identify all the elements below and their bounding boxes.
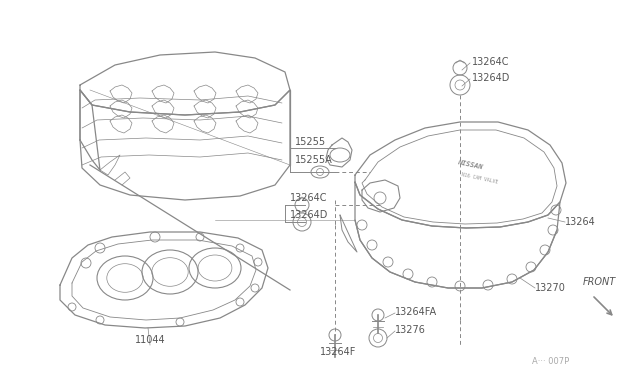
Text: 13264D: 13264D: [472, 73, 510, 83]
Text: 13264D: 13264D: [290, 210, 328, 220]
Text: 11044: 11044: [134, 335, 165, 345]
Text: 13264C: 13264C: [472, 57, 509, 67]
Text: 13264C: 13264C: [290, 193, 328, 203]
Text: 15255A: 15255A: [295, 155, 333, 165]
Text: 13264F: 13264F: [320, 347, 356, 357]
Text: 13264: 13264: [565, 217, 596, 227]
Text: N16 CAM VALVE: N16 CAM VALVE: [461, 171, 499, 185]
Text: A··· 007P: A··· 007P: [532, 357, 569, 366]
Text: 13264FA: 13264FA: [395, 307, 437, 317]
Text: 15255: 15255: [295, 137, 326, 147]
Text: FRONT: FRONT: [583, 277, 616, 287]
Text: 13276: 13276: [395, 325, 426, 335]
Text: NISSAN: NISSAN: [457, 160, 483, 171]
Text: 13270: 13270: [535, 283, 566, 293]
